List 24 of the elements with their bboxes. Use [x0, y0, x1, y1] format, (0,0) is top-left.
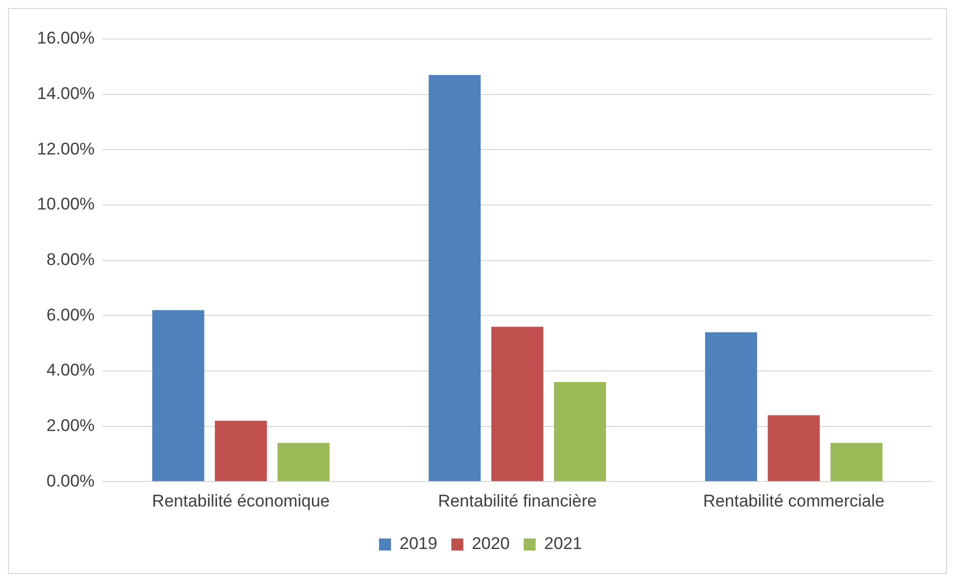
bar — [278, 442, 330, 482]
bar — [152, 310, 204, 482]
bar — [830, 442, 882, 482]
bar — [428, 74, 481, 482]
legend-label: 2019 — [400, 534, 438, 554]
x-tick-label: Rentabilité financière — [438, 491, 597, 510]
y-tick-label: 12.00% — [36, 139, 95, 158]
x-tick-label: Rentabilité économique — [152, 491, 330, 510]
bar — [491, 326, 544, 482]
bar — [554, 382, 606, 482]
y-tick-label: 6.00% — [46, 305, 95, 324]
y-tick-label: 14.00% — [36, 84, 95, 104]
legend-label: 2021 — [544, 534, 582, 554]
bar — [705, 332, 758, 482]
y-tick-label: 16.00% — [36, 28, 95, 48]
bar — [768, 415, 820, 482]
y-tick-label: 4.00% — [46, 360, 95, 380]
x-tick-label: Rentabilité commerciale — [703, 491, 884, 510]
bar — [214, 420, 267, 482]
y-tick-label: 8.00% — [46, 250, 95, 269]
y-tick-label: 0.00% — [46, 471, 95, 490]
y-tick-label: 10.00% — [36, 194, 95, 214]
y-tick-label: 2.00% — [46, 416, 95, 435]
legend-label: 2020 — [472, 534, 510, 554]
